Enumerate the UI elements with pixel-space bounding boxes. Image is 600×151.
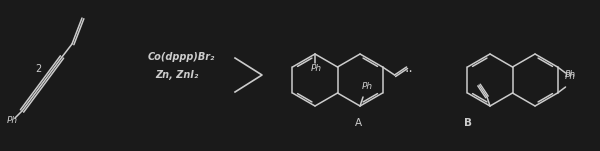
Text: Ph: Ph	[7, 116, 18, 125]
Text: 2: 2	[35, 64, 41, 74]
Text: Ph: Ph	[565, 70, 575, 79]
Text: Ph: Ph	[565, 72, 575, 81]
Text: ..: ..	[405, 61, 414, 75]
Text: Ph: Ph	[362, 82, 373, 91]
Text: B: B	[464, 118, 472, 128]
Text: Ph: Ph	[311, 64, 322, 73]
Text: A: A	[355, 118, 362, 128]
Text: Zn, ZnI₂: Zn, ZnI₂	[155, 70, 198, 80]
Text: Co(dppp)Br₂: Co(dppp)Br₂	[148, 52, 215, 62]
